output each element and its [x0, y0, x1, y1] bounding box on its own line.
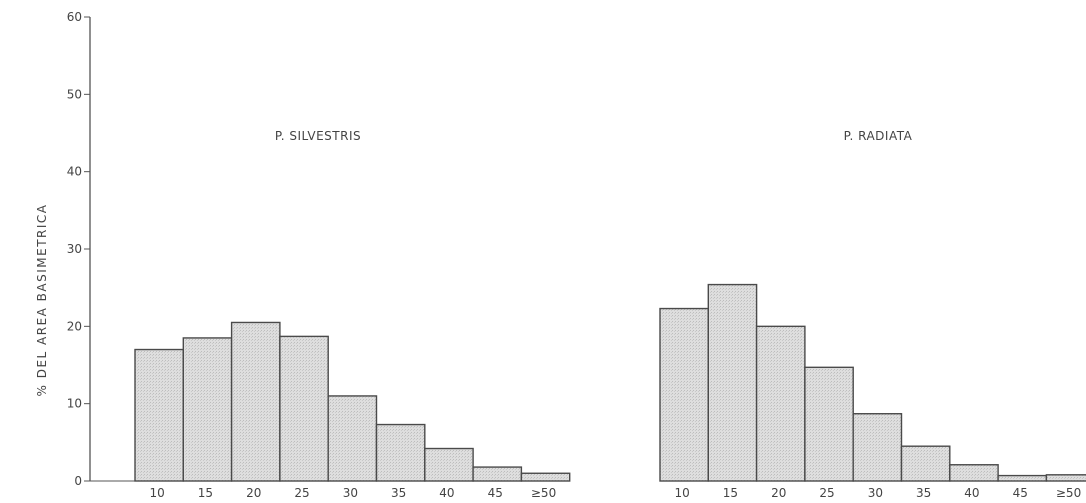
y-tick-label: 40: [67, 165, 82, 179]
bar-p-silvestris-5: [327, 395, 378, 482]
y-tick-label: 20: [67, 319, 82, 333]
x-tick-label: 10: [150, 486, 165, 500]
x-tick-label: ≥50: [1056, 486, 1081, 500]
bar-p-silvestris-2: [182, 337, 233, 482]
bar-p-radiata-9: [1045, 474, 1086, 482]
bar-p-radiata-7: [949, 464, 999, 482]
panel-title-p-radiata: P. RADIATA: [844, 129, 913, 143]
bar-p-radiata-6: [900, 445, 951, 482]
y-tick-label: 0: [74, 474, 82, 488]
x-tick-label: 40: [439, 486, 454, 500]
panel-title-p-silvestris: P. SILVESTRIS: [275, 129, 361, 143]
x-tick-label: 20: [246, 486, 261, 500]
y-tick-label: 50: [67, 87, 82, 101]
bar-p-silvestris-4: [279, 335, 329, 482]
bar-p-radiata-3: [755, 325, 806, 482]
bar-p-silvestris-8: [472, 466, 523, 482]
x-tick-label: 15: [723, 486, 738, 500]
bar-p-radiata-1: [659, 307, 709, 482]
x-tick-label: 30: [868, 486, 883, 500]
y-axis: 0 10 20 30 40 50 60: [67, 10, 91, 488]
panel-p-radiata: P. RADIATA 10 15 20 25 30 35 40 45 ≥50: [659, 129, 1086, 500]
bar-p-silvestris-7: [424, 447, 474, 482]
bar-p-silvestris-6: [375, 423, 426, 482]
x-tick-label: 45: [488, 486, 503, 500]
bar-p-silvestris-1: [134, 348, 184, 482]
y-axis-label: % DEL AREA BASIMETRICA: [35, 203, 49, 396]
x-tick-label: 35: [391, 486, 406, 500]
x-tick-label: 20: [771, 486, 786, 500]
y-tick-label: 30: [67, 242, 82, 256]
bar-p-silvestris-9: [520, 472, 571, 482]
bar-p-radiata-4: [804, 366, 854, 482]
y-tick-label: 10: [67, 397, 82, 411]
x-tick-label: 30: [343, 486, 358, 500]
bar-p-radiata-8: [997, 474, 1048, 482]
bar-p-silvestris-3: [230, 321, 281, 482]
x-tick-label: 45: [1013, 486, 1028, 500]
x-tick-label: 15: [198, 486, 213, 500]
x-tick-label: 40: [964, 486, 979, 500]
bar-p-radiata-5: [852, 413, 903, 482]
x-tick-label: 25: [819, 486, 834, 500]
x-tick-label: 25: [294, 486, 309, 500]
y-tick-label: 60: [67, 10, 82, 24]
x-tick-label: 35: [916, 486, 931, 500]
bar-p-radiata-2: [707, 283, 758, 482]
x-tick-label: 10: [675, 486, 690, 500]
x-tick-label: ≥50: [531, 486, 556, 500]
panel-p-silvestris: P. SILVESTRIS 10 15 20 25 30 35 40 45 ≥50: [90, 129, 571, 500]
